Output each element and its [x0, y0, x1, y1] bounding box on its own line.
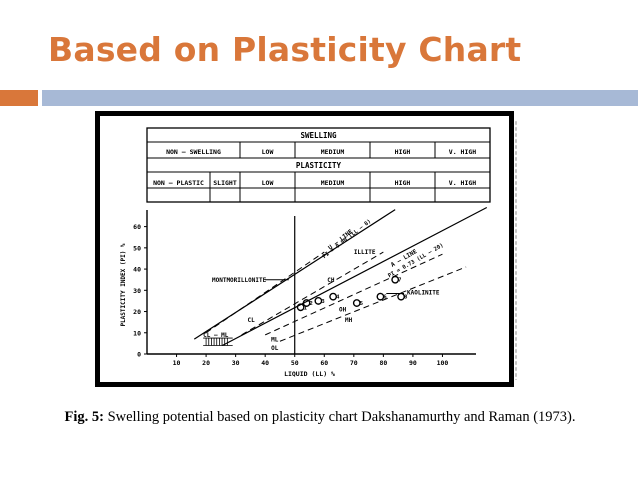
- cl-ml-hatched-zone: [203, 337, 233, 346]
- region-label: CL: [247, 317, 255, 324]
- data-point: [352, 299, 361, 307]
- data-point: [376, 292, 385, 301]
- data-point: [391, 275, 400, 284]
- region-label: CH: [327, 277, 335, 284]
- data-point-label: 2: [310, 301, 313, 307]
- accent-bar-blue: [42, 90, 638, 106]
- plot-area: 10 20 30 40 50 60 70 80 90 100 0 10 20 30 40 50 60 LIQUID…: [120, 206, 488, 378]
- table-plasticity-cell: LOW: [262, 179, 274, 187]
- x-tick-label: 20: [202, 359, 210, 367]
- region-label: KAOLINITE: [407, 290, 440, 297]
- x-tick-label: 100: [437, 359, 449, 367]
- region-label: MONTMORILLONITE: [212, 277, 267, 284]
- data-point-label: 3: [321, 299, 324, 305]
- chart-line: [279, 266, 467, 342]
- region-label: OH: [339, 307, 347, 314]
- figure-frame: SWELLING PLASTICITY NON – SWELLING LOW MEDIU…: [95, 111, 514, 387]
- y-tick-label: 20: [133, 308, 141, 316]
- y-tick-label: 60: [133, 223, 141, 231]
- table-swelling-title: SWELLING: [300, 131, 337, 140]
- data-point: [397, 292, 405, 301]
- data-point-label: 7: [398, 278, 401, 284]
- region-label: ML: [271, 336, 279, 343]
- table-plasticity-cell: V. HIGH: [449, 179, 476, 187]
- x-tick-label: 10: [173, 359, 181, 367]
- data-point-label: 6: [383, 295, 387, 301]
- table-swelling-cell: NON – SWELLING: [166, 148, 221, 156]
- x-tick-label: 80: [379, 359, 387, 367]
- data-point: [329, 292, 338, 301]
- slide-title: Based on Plasticity Chart: [48, 30, 522, 69]
- x-tick-label: 60: [320, 359, 328, 367]
- table-swelling-cell: LOW: [262, 148, 274, 156]
- region-label: OL: [271, 345, 279, 352]
- data-point-label: 1: [304, 305, 308, 311]
- data-point: [314, 297, 323, 305]
- chart-line: [241, 251, 384, 336]
- data-point-label: 5: [360, 301, 363, 307]
- y-axis-label: PLASTICITY INDEX (PI) %: [120, 243, 127, 326]
- y-tick-label: 40: [133, 266, 141, 274]
- table-border: [146, 127, 491, 203]
- table-plasticity-cell: NON – PLASTIC: [153, 179, 204, 187]
- figure-image: SWELLING PLASTICITY NON – SWELLING LOW MEDIU…: [100, 116, 509, 382]
- x-tick-label: 40: [261, 359, 269, 367]
- classification-table: SWELLING PLASTICITY NON – SWELLING LOW MEDIU…: [146, 127, 491, 203]
- x-axis-label: LIQUID (LL) %: [284, 370, 335, 378]
- accent-bar-orange: [0, 90, 38, 106]
- data-point: [302, 299, 311, 307]
- x-tick-label: 90: [409, 359, 417, 367]
- table-plasticity-cell: SLIGHT: [213, 179, 237, 187]
- table-plasticity-cell: MEDIUM: [321, 179, 345, 187]
- table-swelling-cell: V. HIGH: [449, 148, 476, 156]
- caption-text: Swelling potential based on plasticity c…: [103, 409, 576, 425]
- chart-line: [205, 251, 325, 334]
- caption-label: Fig. 5:: [64, 409, 104, 425]
- table-plasticity-title: PLASTICITY: [296, 161, 342, 170]
- data-point: [296, 303, 305, 312]
- x-tick-label: 30: [232, 359, 240, 367]
- region-label: CL – ML: [203, 332, 229, 339]
- table-plasticity-cell: HIGH: [395, 179, 411, 187]
- table-swelling-cell: MEDIUM: [321, 148, 345, 156]
- y-tick-label: 30: [133, 287, 141, 295]
- x-tick-label: 50: [291, 359, 299, 367]
- y-tick-label: 50: [133, 244, 141, 252]
- y-tick-label: 0: [137, 351, 141, 359]
- chart-line: [222, 206, 488, 347]
- region-label: MH: [345, 317, 353, 324]
- region-label: ILLITE: [354, 249, 376, 256]
- x-tick-label: 70: [350, 359, 358, 367]
- data-point-label: 4: [336, 295, 340, 301]
- plasticity-chart: SWELLING PLASTICITY NON – SWELLING LOW MEDIU…: [120, 127, 491, 378]
- decorative-dots: [515, 120, 517, 380]
- table-swelling-cell: HIGH: [395, 148, 411, 156]
- figure-caption: Fig. 5: Swelling potential based on plas…: [40, 408, 600, 426]
- y-tick-label: 10: [133, 329, 141, 337]
- data-point-label: 8: [404, 295, 407, 301]
